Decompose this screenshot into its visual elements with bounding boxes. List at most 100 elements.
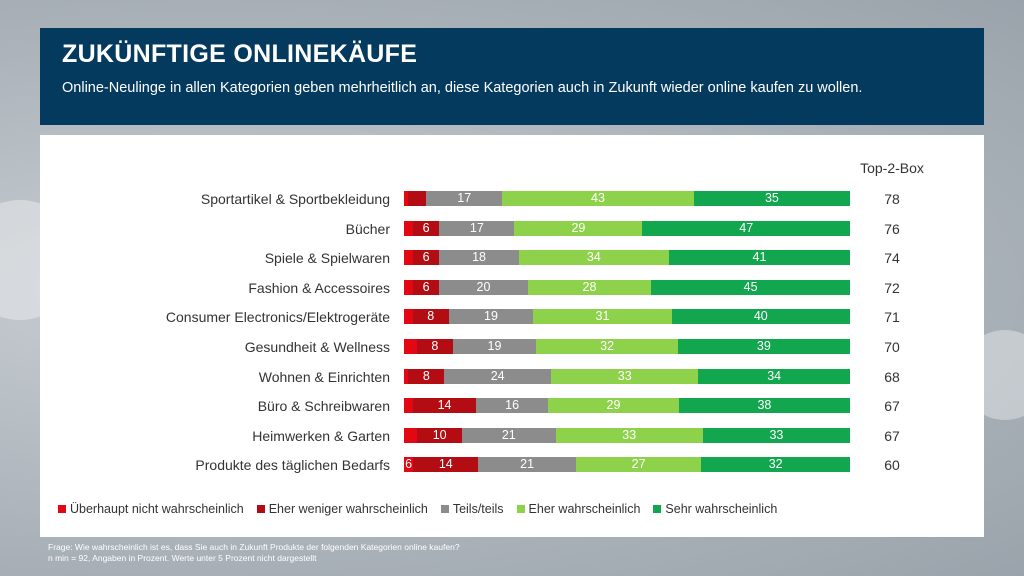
legend: Überhaupt nicht wahrscheinlich Eher wenig… bbox=[58, 502, 790, 516]
legend-swatch bbox=[653, 505, 662, 513]
legend-label: Teils/teils bbox=[452, 502, 504, 516]
bar-segment bbox=[518, 250, 669, 266]
bar-data-label: 34 bbox=[586, 250, 601, 265]
bar-segment bbox=[693, 191, 850, 206]
bar-segment bbox=[412, 250, 440, 266]
bar-segment bbox=[404, 279, 413, 295]
footnote-sample: n min = 92, Angaben in Prozent. Werte un… bbox=[48, 553, 317, 563]
bar-data-label: 34 bbox=[767, 368, 782, 383]
bar-data-label: 27 bbox=[631, 457, 646, 472]
bar-data-label: 43 bbox=[591, 191, 605, 205]
bar-data-label: 17 bbox=[469, 220, 484, 235]
bar-data-label: 38 bbox=[757, 398, 772, 413]
bar-segment bbox=[678, 398, 850, 414]
bar-segment bbox=[575, 457, 702, 473]
bar-segment bbox=[439, 220, 515, 236]
bar-segment bbox=[551, 368, 699, 384]
bar-data-label: 6 bbox=[422, 279, 430, 294]
page-subtitle: Online-Neulinge in allen Kategorien gebe… bbox=[62, 80, 863, 96]
bar-segment bbox=[412, 279, 440, 295]
footnote: Frage: Wie wahrscheinlich ist es, dass S… bbox=[48, 542, 460, 564]
bar-segment bbox=[461, 427, 556, 443]
bar-data-label: 14 bbox=[438, 457, 453, 472]
bar-data-label: 19 bbox=[484, 309, 498, 324]
bar-data-label: 6 bbox=[422, 250, 430, 265]
category-label: Consumer Electronics/Elektrogeräte bbox=[165, 309, 390, 326]
bar-data-label: 40 bbox=[753, 309, 768, 324]
bar-segment bbox=[702, 427, 850, 443]
legend-swatch bbox=[256, 505, 265, 513]
bar-segment bbox=[527, 279, 652, 295]
bar-segment bbox=[404, 398, 413, 414]
header-banner: ZUKÜNFTIGE ONLINEKÄUFE Online-Neulinge i… bbox=[40, 28, 984, 125]
top2-value: 60 bbox=[884, 457, 900, 474]
category-label: Heimwerken & Garten bbox=[252, 427, 390, 444]
bar-segment bbox=[514, 220, 643, 236]
bar-segment bbox=[426, 191, 503, 206]
bar-data-label: 14 bbox=[437, 398, 452, 413]
legend-label: Überhaupt nicht wahrscheinlich bbox=[70, 502, 244, 516]
legend-label: Eher wahrscheinlich bbox=[528, 502, 641, 516]
bar-segment bbox=[439, 279, 528, 295]
bar-data-label: 28 bbox=[582, 279, 597, 294]
legend-label: Eher weniger wahrscheinlich bbox=[268, 502, 428, 516]
bar-data-label: 45 bbox=[743, 279, 758, 294]
bar-segment bbox=[404, 368, 409, 384]
bar-data-label: 21 bbox=[520, 457, 535, 472]
page-title: ZUKÜNFTIGE ONLINEKÄUFE bbox=[62, 40, 418, 68]
bar-segment bbox=[439, 250, 519, 266]
category-label: Bücher bbox=[345, 220, 390, 237]
bar-data-label: 6 bbox=[422, 220, 430, 235]
bar-data-label: 39 bbox=[756, 339, 771, 353]
bar-segment bbox=[548, 398, 679, 414]
top2-header: Top-2-Box bbox=[860, 160, 924, 176]
top2-value: 68 bbox=[884, 368, 900, 385]
bar-segment bbox=[555, 427, 703, 443]
bar-segment bbox=[533, 309, 672, 325]
bar-segment bbox=[404, 250, 413, 266]
bar-segment bbox=[677, 339, 850, 354]
legend-swatch bbox=[516, 505, 525, 513]
bar-data-label: 35 bbox=[764, 191, 779, 205]
bar-segment bbox=[476, 398, 549, 414]
bar-data-label: 8 bbox=[427, 309, 435, 324]
bar-segment bbox=[417, 339, 453, 354]
bar-data-label: 10 bbox=[432, 427, 447, 442]
bar-segment bbox=[701, 457, 850, 473]
bar-segment bbox=[404, 309, 413, 325]
bar-data-label: 6 bbox=[405, 457, 413, 472]
bar-segment bbox=[698, 368, 850, 384]
bar-segment bbox=[536, 339, 678, 354]
bar-data-label: 20 bbox=[476, 279, 491, 294]
bar-data-label: 24 bbox=[490, 368, 505, 383]
legend-item: Überhaupt nicht wahrscheinlich bbox=[58, 502, 244, 516]
bar-segment bbox=[413, 457, 479, 473]
bar-data-label: 47 bbox=[739, 220, 754, 235]
category-label: Sportartikel & Sportbekleidung bbox=[200, 191, 390, 207]
bar-data-label: 19 bbox=[487, 339, 502, 353]
bar-data-label: 41 bbox=[752, 250, 767, 265]
bar-data-label: 31 bbox=[595, 309, 610, 324]
top2-value: 78 bbox=[884, 191, 900, 207]
bar-segment bbox=[404, 339, 418, 354]
bar-segment bbox=[642, 220, 850, 236]
bar-data-label: 16 bbox=[505, 398, 520, 413]
bar-data-label: 21 bbox=[501, 427, 516, 442]
footnote-question: Frage: Wie wahrscheinlich ist es, dass S… bbox=[48, 542, 460, 552]
legend-swatch bbox=[440, 505, 449, 513]
bar-data-label: 32 bbox=[600, 339, 615, 353]
bar-data-label: 33 bbox=[622, 427, 637, 442]
bar-data-label: 29 bbox=[571, 220, 586, 235]
top2-value: 71 bbox=[884, 309, 900, 326]
bar-data-label: 8 bbox=[422, 368, 430, 383]
bar-segment bbox=[502, 191, 694, 206]
category-label: Gesundheit & Wellness bbox=[244, 339, 390, 355]
category-label: Fashion & Accessoires bbox=[248, 279, 390, 296]
bar-data-label: 8 bbox=[431, 339, 439, 353]
category-label: Wohnen & Einrichten bbox=[258, 368, 390, 385]
bar-segment bbox=[668, 250, 850, 266]
bar-data-label: 33 bbox=[617, 368, 632, 383]
bar-segment bbox=[412, 220, 440, 236]
bar-data-label: 29 bbox=[606, 398, 621, 413]
bar-data-label: 32 bbox=[768, 457, 783, 472]
